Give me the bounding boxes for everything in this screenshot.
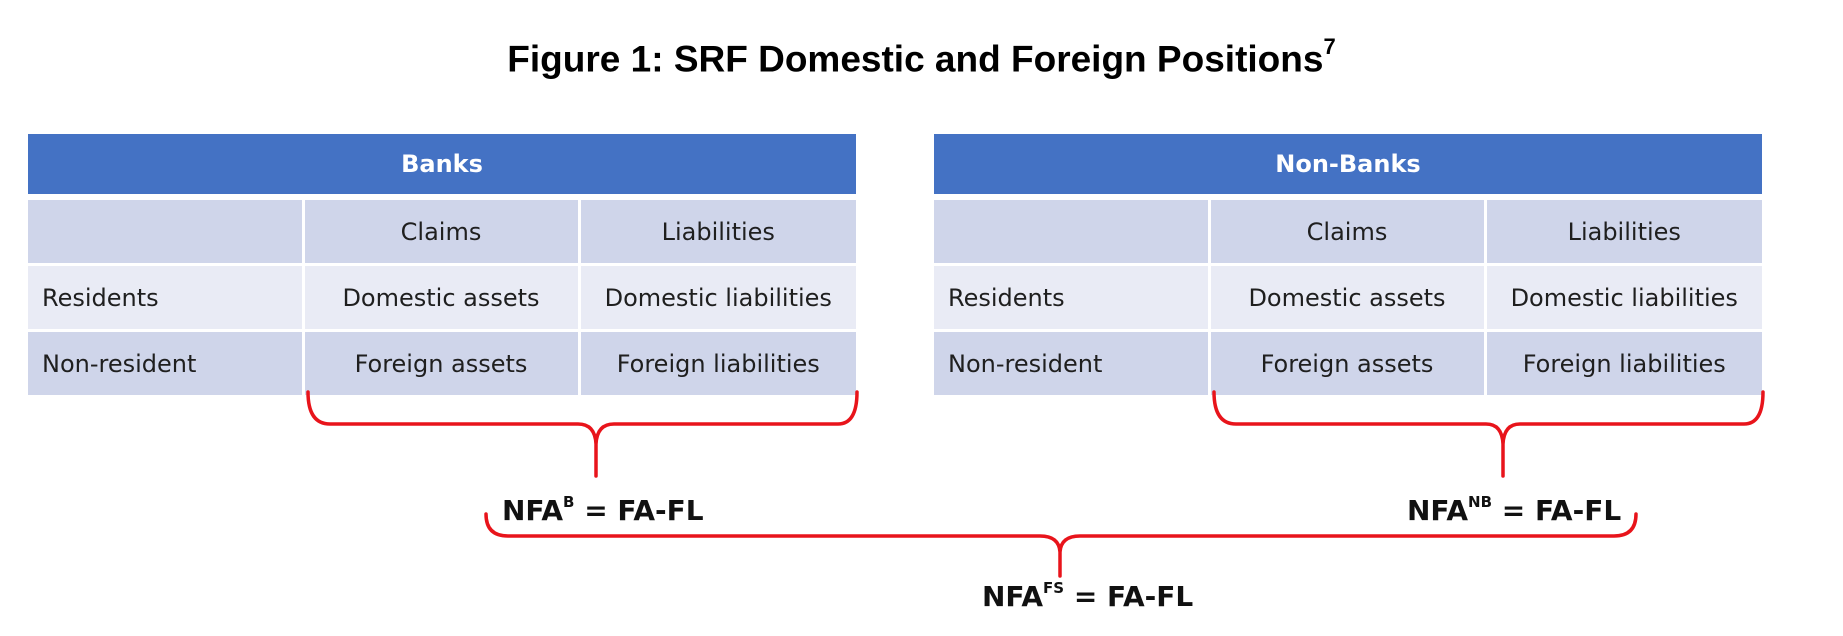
banks-row-label: Residents — [28, 264, 303, 331]
nonbanks-table: Non-Banks Claims Liabilities Residents D… — [934, 134, 1762, 398]
banks-col-claims: Claims — [301, 197, 579, 265]
nfa-financial-system-formula: NFAFS = FA-FL — [982, 578, 1194, 613]
banks-header: Banks — [28, 134, 857, 200]
banks-cell: Foreign assets — [301, 330, 579, 397]
banks-cell: Domestic assets — [301, 264, 579, 331]
banks-table: Banks Claims Liabilities Residents Domes… — [28, 134, 857, 398]
nonbanks-row-label: Non-resident — [934, 330, 1209, 397]
banks-bracket — [306, 390, 859, 478]
nonbanks-cell: Foreign assets — [1207, 330, 1485, 397]
nonbanks-cell: Domestic liabilities — [1483, 264, 1762, 331]
nonbanks-bracket — [1212, 390, 1765, 478]
banks-cell: Foreign liabilities — [577, 330, 857, 397]
nonbanks-col-claims: Claims — [1207, 197, 1485, 265]
banks-cell: Domestic liabilities — [577, 264, 857, 331]
nonbanks-cell: Foreign liabilities — [1483, 330, 1762, 397]
nfa-banks-formula: NFAB = FA-FL — [502, 492, 704, 527]
nonbanks-row-label: Residents — [934, 264, 1209, 331]
nonbanks-col-liabilities: Liabilities — [1483, 197, 1762, 265]
figure-title: Figure 1: SRF Domestic and Foreign Posit… — [507, 34, 1336, 80]
footnote-marker: 7 — [1323, 34, 1336, 59]
nonbanks-header: Non-Banks — [934, 134, 1762, 200]
banks-col-liabilities: Liabilities — [577, 197, 857, 265]
nfa-nonbanks-formula: NFANB = FA-FL — [1407, 492, 1622, 527]
nonbanks-corner-cell — [934, 197, 1209, 265]
banks-corner-cell — [28, 197, 303, 265]
nonbanks-cell: Domestic assets — [1207, 264, 1485, 331]
banks-row-label: Non-resident — [28, 330, 303, 397]
financial-system-bracket — [484, 512, 1638, 578]
